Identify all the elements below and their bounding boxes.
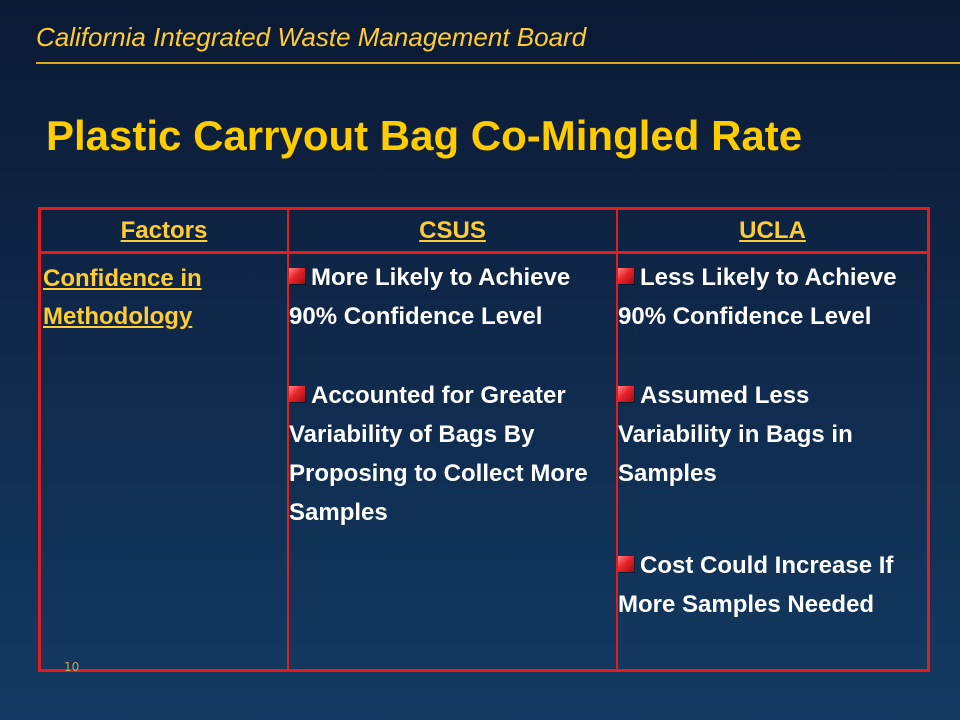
header-row-divider (41, 251, 927, 254)
ucla-bullet-2-text: Assumed Less Variability in Bags in Samp… (618, 382, 853, 487)
slide-title: Plastic Carryout Bag Co-Mingled Rate (46, 112, 803, 159)
red-square-bullet-icon (289, 268, 305, 284)
header-org-title: California Integrated Waste Management B… (36, 22, 587, 52)
csus-bullet-2-text: Accounted for Greater Variability of Bag… (289, 382, 588, 526)
ucla-bullet-3: Cost Could Increase If More Samples Need… (618, 546, 918, 624)
column-divider-2 (616, 210, 618, 669)
red-square-bullet-icon (289, 386, 305, 402)
ucla-bullet-1-text: Less Likely to Achieve 90% Confidence Le… (618, 264, 897, 330)
csus-bullet-2: Accounted for Greater Variability of Bag… (289, 376, 615, 532)
red-square-bullet-icon (618, 556, 634, 572)
red-square-bullet-icon (618, 386, 634, 402)
header-ucla: UCLA (739, 217, 806, 244)
ucla-bullet-3-text: Cost Could Increase If More Samples Need… (618, 552, 894, 618)
page-number: 10 (64, 660, 80, 674)
ucla-bullet-2: Assumed Less Variability in Bags in Samp… (618, 376, 918, 493)
column-divider-1 (287, 210, 289, 669)
ucla-bullet-1: Less Likely to Achieve 90% Confidence Le… (618, 258, 918, 336)
header-divider (36, 62, 960, 64)
red-square-bullet-icon (618, 268, 634, 284)
header-factors: Factors (120, 217, 208, 244)
csus-bullet-1-text: More Likely to Achieve 90% Confidence Le… (289, 264, 571, 330)
factor-confidence-in-methodology: Confidence in Methodology (43, 265, 202, 330)
comparison-table: Factors CSUS UCLA Confidence in Methodol… (38, 207, 930, 672)
csus-bullet-1: More Likely to Achieve 90% Confidence Le… (289, 258, 615, 336)
header-csus: CSUS (419, 217, 486, 244)
